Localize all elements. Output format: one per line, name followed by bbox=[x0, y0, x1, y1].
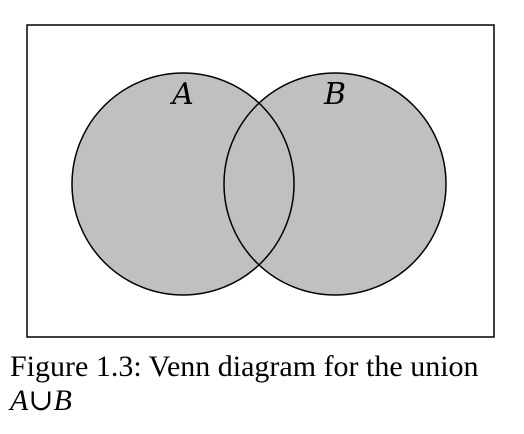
caption-line-1: Figure 1.3: Venn diagram for the union bbox=[10, 350, 479, 383]
caption-line-2: A∪B bbox=[10, 384, 72, 417]
set-b-outline bbox=[223, 72, 447, 296]
set-a-outline bbox=[71, 72, 295, 296]
venn-diagram: A B bbox=[26, 24, 495, 338]
set-b-label: B bbox=[323, 77, 346, 112]
figure-caption: Figure 1.3: Venn diagram for the union A… bbox=[10, 350, 518, 418]
set-a-label: A bbox=[169, 77, 194, 112]
